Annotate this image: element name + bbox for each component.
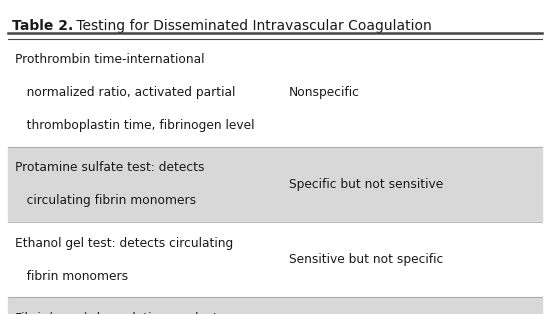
Bar [8,222,542,297]
Text: Nonspecific: Nonspecific [289,86,360,99]
Text: normalized ratio, activated partial: normalized ratio, activated partial [15,86,235,99]
Text: circulating fibrin monomers: circulating fibrin monomers [15,194,196,207]
Text: Protamine sulfate test: detects: Protamine sulfate test: detects [15,161,205,175]
Text: Ethanol gel test: detects circulating: Ethanol gel test: detects circulating [15,237,233,250]
Text: thromboplastin time, fibrinogen level: thromboplastin time, fibrinogen level [15,119,254,132]
Text: Table 2.: Table 2. [12,19,73,33]
Text: Fibrin(ogen) degradation products: Fibrin(ogen) degradation products [15,312,224,314]
Bar [8,297,542,314]
Text: Prothrombin time-international: Prothrombin time-international [15,53,205,67]
Text: Specific but not sensitive: Specific but not sensitive [289,178,443,191]
Bar [8,39,542,147]
Text: fibrin monomers: fibrin monomers [15,269,128,283]
Bar [8,147,542,222]
Text: Testing for Disseminated Intravascular Coagulation: Testing for Disseminated Intravascular C… [72,19,431,33]
Text: Sensitive but not specific: Sensitive but not specific [289,253,443,266]
